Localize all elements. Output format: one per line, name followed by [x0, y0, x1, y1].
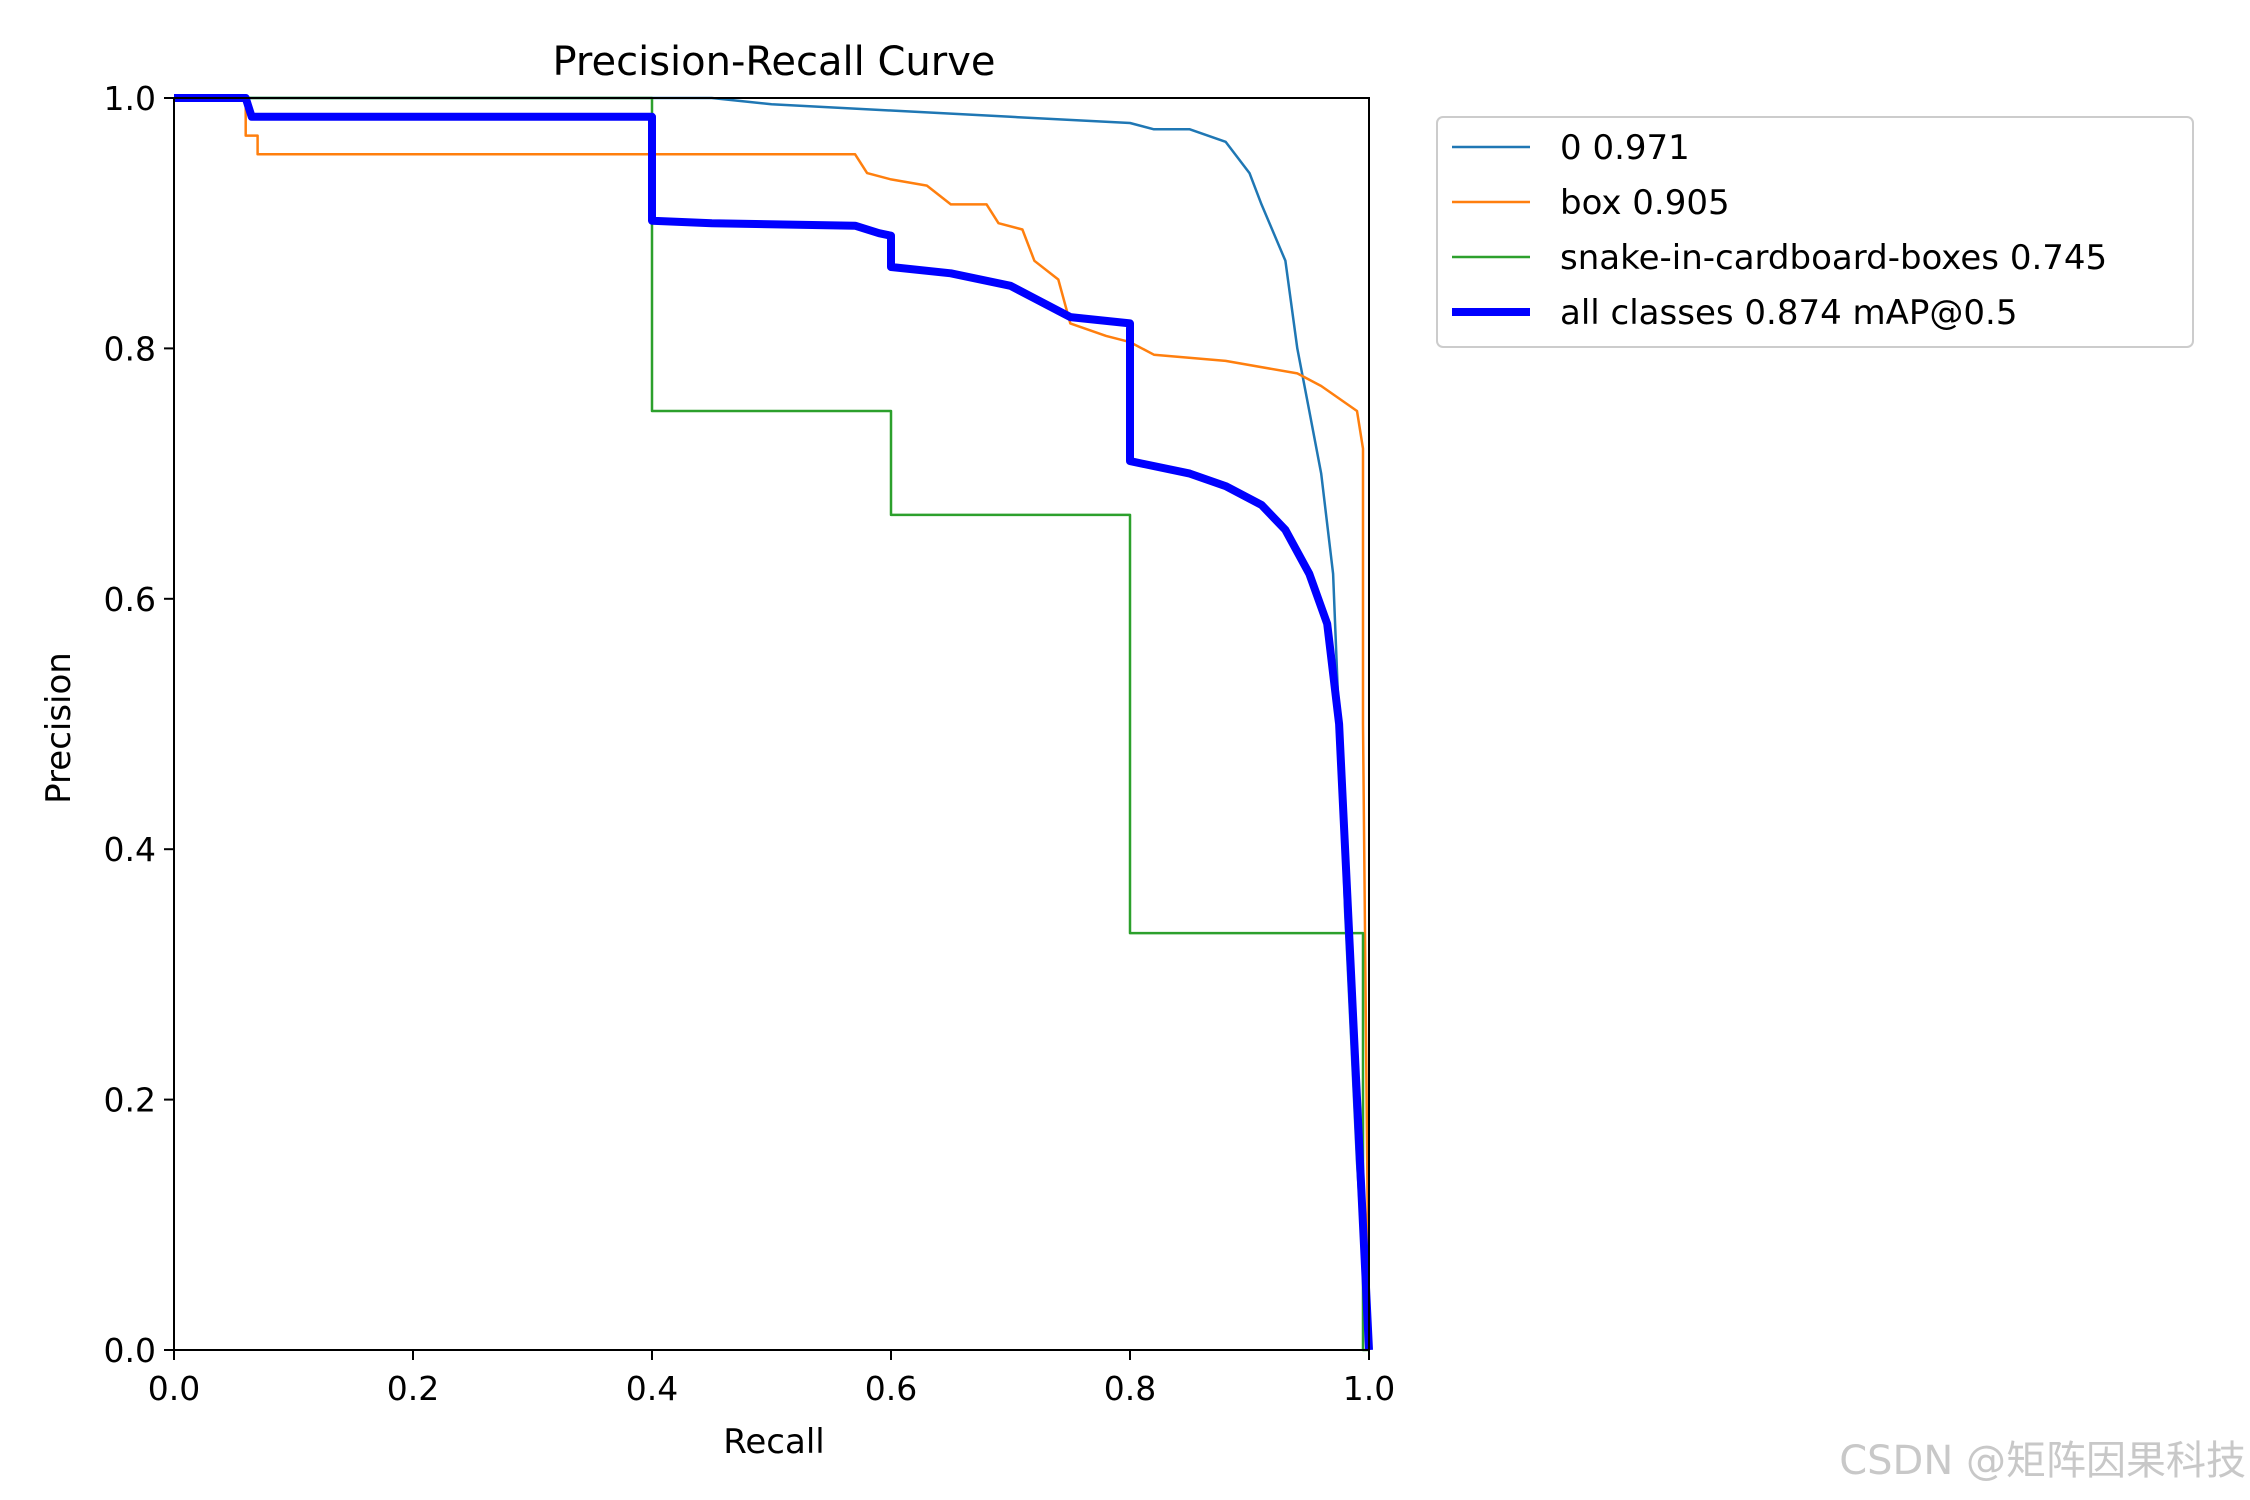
x-axis-label: Recall: [723, 1422, 824, 1462]
axes-frame: [173, 97, 1370, 1351]
x-axis: 0.0 0.2 0.4 0.6 0.8 1.0: [148, 1350, 1395, 1408]
x-tick-label: 0.6: [865, 1369, 917, 1408]
series-line-2: [174, 96, 1369, 1352]
legend-label: snake-in-cardboard-boxes 0.745: [1560, 238, 2107, 278]
chart-title: Precision-Recall Curve: [553, 39, 996, 85]
x-tick-label: 0.8: [1104, 1369, 1156, 1408]
series-line-0: [174, 96, 1371, 1351]
legend-label: all classes 0.874 mAP@0.5: [1560, 293, 2017, 333]
legend: 0 0.971 box 0.905 snake-in-cardboard-boxes…: [1436, 116, 2194, 348]
legend-frame: [1436, 116, 2194, 348]
y-tick-label: 0.2: [104, 1081, 156, 1120]
y-tick-label: 0.4: [104, 830, 156, 869]
x-tick-label: 1.0: [1343, 1369, 1395, 1408]
legend-label: 0 0.971: [1560, 128, 1690, 168]
series-line-3: [174, 94, 1373, 1351]
watermark: CSDN @矩阵因果科技: [1839, 1438, 2246, 1484]
y-tick-label: 0.8: [104, 329, 156, 368]
y-tick-label: 0.0: [104, 1331, 156, 1370]
x-tick-label: 0.0: [148, 1369, 200, 1408]
y-axis-label: Precision: [39, 652, 79, 804]
series-line-1: [174, 96, 1371, 1351]
x-tick-label: 0.4: [626, 1369, 678, 1408]
x-tick-label: 0.2: [387, 1369, 439, 1408]
legend-label: box 0.905: [1560, 183, 1730, 223]
plot-area: [174, 94, 1373, 1352]
y-tick-label: 0.6: [104, 580, 156, 619]
y-axis: 0.0 0.2 0.4 0.6 0.8 1.0: [104, 79, 174, 1370]
y-tick-label: 1.0: [104, 79, 156, 118]
